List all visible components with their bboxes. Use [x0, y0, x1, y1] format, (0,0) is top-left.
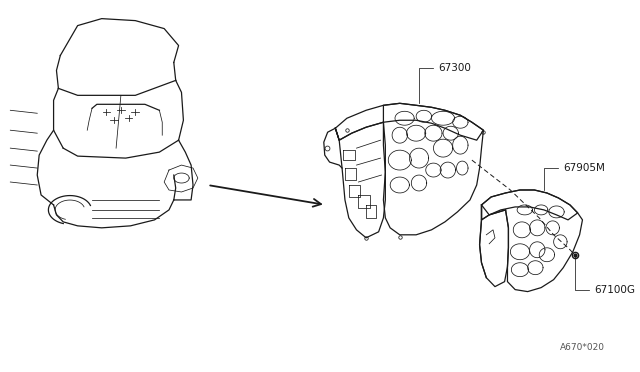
Text: A670*020: A670*020 [561, 343, 605, 352]
Text: 67300: 67300 [438, 64, 471, 73]
Text: 67100G: 67100G [594, 285, 635, 295]
Text: 67905M: 67905M [563, 163, 605, 173]
